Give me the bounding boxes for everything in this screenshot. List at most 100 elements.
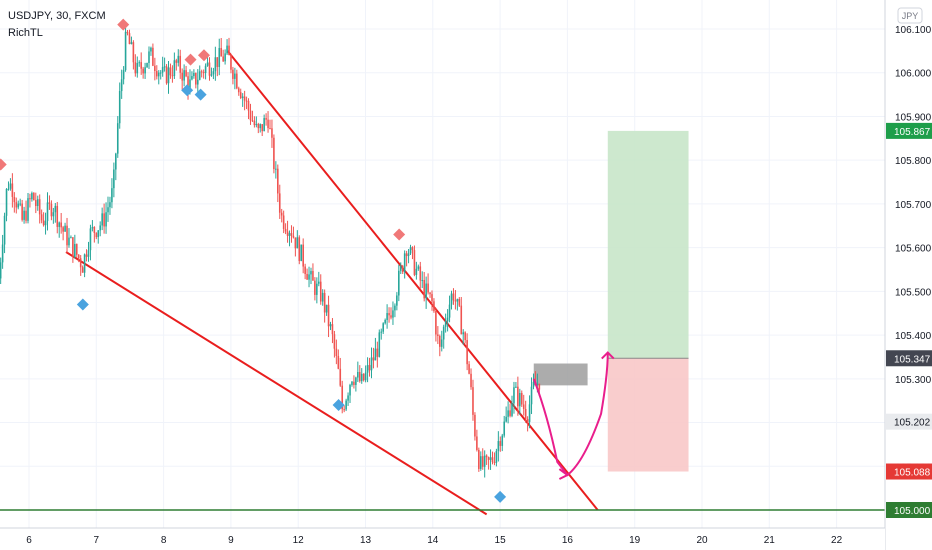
candle-body (282, 215, 285, 229)
symbol-title[interactable]: USDJPY, 30, FXCM (8, 10, 106, 22)
candle-body (212, 71, 215, 75)
candle-body (308, 274, 310, 280)
candle-body (302, 244, 304, 267)
candle-body (66, 225, 68, 246)
candle-body (222, 56, 224, 62)
x-tick-label: 9 (228, 535, 234, 546)
candle-body (218, 48, 221, 67)
candle-body (478, 449, 480, 469)
candle-body (74, 244, 76, 258)
candle-body (460, 305, 463, 335)
candle-body (472, 387, 474, 415)
chart-pane[interactable] (0, 0, 885, 528)
price-label-bg (886, 122, 932, 139)
candle-body (177, 55, 180, 63)
candle-body (466, 340, 468, 365)
candle-body (173, 60, 176, 76)
projection-path[interactable] (532, 351, 615, 480)
candle-body (323, 292, 326, 313)
x-tick-label: 20 (696, 535, 708, 546)
candle-body (62, 227, 64, 232)
x-tick-label: 16 (562, 535, 574, 546)
projection-arrow-up[interactable] (601, 351, 615, 360)
candle-body (517, 386, 519, 407)
candle-body (261, 124, 263, 132)
candle-body (358, 372, 361, 382)
upper-trendline[interactable] (226, 50, 599, 511)
candle-body (228, 45, 230, 56)
candle-body (11, 183, 14, 197)
candle-body (355, 377, 357, 385)
price-axis[interactable] (885, 0, 932, 550)
candle-body (278, 193, 281, 213)
candle-body (483, 455, 486, 467)
swing-high-marker (197, 49, 210, 62)
candle-body (489, 457, 492, 460)
indicator-name[interactable]: RichTL (8, 27, 43, 39)
swing-low-marker (332, 399, 345, 412)
lower-trendline[interactable] (65, 251, 488, 516)
candle-body (253, 120, 256, 126)
candle-body (97, 230, 100, 238)
projection-arrow-down[interactable] (558, 468, 570, 480)
candle-body (206, 62, 209, 66)
candle-body (528, 404, 531, 422)
candle-body (284, 228, 287, 232)
zone-rect[interactable] (533, 363, 588, 386)
candle-body (345, 400, 347, 410)
time-axis[interactable] (0, 528, 885, 550)
candle-body (179, 55, 182, 73)
candle-body (36, 199, 39, 207)
candle-body (474, 414, 476, 437)
candle-body (339, 368, 342, 386)
candle-body (224, 53, 226, 62)
projection-curve[interactable] (532, 352, 609, 477)
candle-body (423, 280, 425, 299)
candle-body (495, 450, 498, 463)
target-zone[interactable] (607, 130, 689, 359)
y-tick-label: 105.300 (895, 375, 932, 386)
candle-body (491, 457, 494, 462)
candle-body (113, 169, 115, 189)
candle-body (48, 202, 51, 204)
candle-body (27, 198, 29, 221)
swing-low-marker (76, 298, 89, 311)
price-label: 105.202 (894, 418, 931, 429)
candle-body (95, 232, 98, 238)
candle-body (89, 228, 92, 251)
stop-zone[interactable] (607, 358, 689, 472)
candle-body (136, 63, 139, 74)
candle-body (19, 203, 21, 205)
currency-badge-label[interactable]: JPY (902, 11, 919, 21)
candle-body (9, 183, 12, 189)
currency-badge[interactable] (897, 7, 923, 24)
candle-body (44, 221, 47, 226)
candle-body (481, 456, 484, 467)
candle-body (335, 348, 338, 356)
candle-body (310, 271, 312, 275)
candle-body (438, 335, 441, 347)
candle-body (251, 120, 254, 122)
resistance-zone[interactable] (533, 363, 588, 386)
candle-body (316, 283, 318, 295)
long-position-tool[interactable] (607, 130, 689, 472)
candle-body (50, 203, 53, 217)
candle-body (501, 435, 504, 446)
candle-body (130, 42, 133, 45)
candle-body (103, 213, 105, 227)
candle-body (202, 72, 205, 74)
candle-body (468, 364, 470, 374)
candle-body (388, 313, 390, 316)
candle-body (79, 258, 82, 268)
x-tick-label: 15 (495, 535, 507, 546)
candle-body (58, 222, 61, 227)
candle-body (7, 188, 10, 190)
trendlines[interactable] (0, 50, 885, 516)
candle-body (124, 31, 127, 71)
candle-body (378, 332, 381, 357)
swing-high-marker (184, 53, 197, 66)
candle-body (269, 128, 271, 130)
candle-body (111, 188, 113, 203)
candle-body (140, 62, 142, 69)
